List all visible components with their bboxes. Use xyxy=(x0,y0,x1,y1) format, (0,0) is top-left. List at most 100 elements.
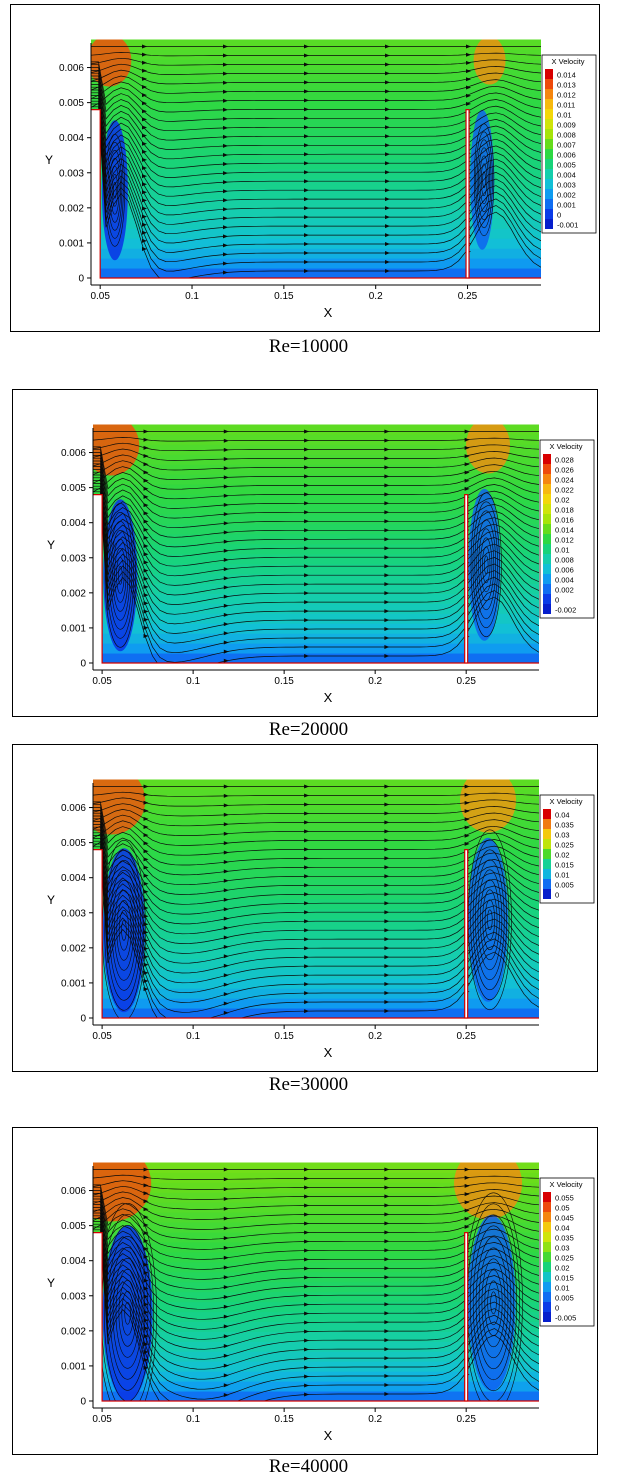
streamline-arrow xyxy=(304,98,309,103)
streamline-arrow xyxy=(304,519,310,524)
streamline-arrow xyxy=(143,1334,149,1339)
streamline-arrow xyxy=(304,465,310,470)
streamline-arrow xyxy=(304,125,309,130)
streamline-arrow xyxy=(384,1221,390,1226)
streamline-arrow xyxy=(143,865,149,870)
legend-swatch xyxy=(545,119,553,129)
streamline-arrow xyxy=(143,808,149,813)
streamline-arrow xyxy=(464,1208,470,1213)
streamline-arrow xyxy=(223,1383,229,1388)
streamline-arrow xyxy=(385,206,390,211)
vortex-ring xyxy=(118,566,123,585)
streamline-arrow xyxy=(304,982,310,987)
legend-swatch xyxy=(543,879,551,889)
streamline-arrow xyxy=(143,1199,149,1204)
legend-swatch xyxy=(545,79,553,89)
streamline-arrow xyxy=(223,594,229,599)
streamline-arrow xyxy=(143,454,149,458)
streamline-arrow xyxy=(384,519,390,524)
streamline-arrow xyxy=(304,233,309,238)
streamline-arrow xyxy=(384,1167,390,1172)
legend-swatch xyxy=(543,889,551,899)
legend-swatch xyxy=(543,594,551,604)
legend-label: 0 xyxy=(557,211,561,220)
streamline-arrow xyxy=(143,1286,149,1291)
streamline-arrow xyxy=(304,1176,310,1181)
plot-panel-1: 0.05 0.1 0.15 0.2 0.25 0 0.001 0.002 0.003 0.004 0… xyxy=(10,4,600,332)
vortex-ring xyxy=(110,530,131,621)
streamline-arrow xyxy=(304,206,309,211)
legend-label: 0.004 xyxy=(555,576,574,585)
vortex-ring xyxy=(470,492,502,638)
streamline-arrow xyxy=(464,817,470,822)
streamline-arrow xyxy=(384,802,390,807)
streamline-arrow xyxy=(384,883,390,888)
x-tick-label: 0.1 xyxy=(186,1414,200,1425)
streamline-arrow xyxy=(304,1311,310,1316)
field-band xyxy=(91,168,541,180)
streamline-arrow xyxy=(143,601,149,606)
streamline-arrow xyxy=(466,69,471,74)
streamline-arrow xyxy=(223,189,228,194)
streamline-arrow xyxy=(385,251,390,255)
streamline-arrow xyxy=(304,80,309,85)
legend-label: 0.01 xyxy=(555,1284,570,1293)
streamline-arrow xyxy=(385,215,390,220)
vortex-ring xyxy=(104,134,125,247)
legend-label: 0.004 xyxy=(557,171,576,180)
streamline-arrow xyxy=(304,251,309,255)
legend: X Velocity0.0280.0260.0240.0220.020.0180… xyxy=(539,439,595,619)
streamline-arrow xyxy=(304,591,310,596)
legend-label: 0.015 xyxy=(555,861,574,870)
streamline-arrow xyxy=(304,829,310,834)
streamline-arrow xyxy=(384,1392,390,1396)
streamline-arrow xyxy=(304,1203,310,1208)
y-axis-label: Y xyxy=(45,153,53,167)
streamline-arrow xyxy=(223,1236,229,1241)
legend-swatch xyxy=(543,1212,551,1222)
streamline-arrow xyxy=(223,907,229,912)
high-velocity-region xyxy=(454,1162,523,1220)
streamline-arrow xyxy=(223,243,228,248)
vortex-ring xyxy=(113,182,117,199)
streamline-arrow xyxy=(304,269,309,273)
x-tick-label: 0.15 xyxy=(274,1031,294,1042)
legend-swatch xyxy=(545,169,553,179)
field-band xyxy=(93,978,539,989)
legend-swatch xyxy=(543,1222,551,1232)
streamline-arrow xyxy=(143,816,149,821)
streamline-arrow xyxy=(304,438,310,443)
streamline-arrow xyxy=(385,197,390,202)
streamline-arrow xyxy=(223,612,229,617)
streamline-arrow xyxy=(304,1000,310,1005)
legend-swatch xyxy=(545,69,553,79)
field-band xyxy=(93,918,539,930)
legend-label: 0.022 xyxy=(555,486,574,495)
legend-swatch xyxy=(543,859,551,869)
legend-label: 0.009 xyxy=(557,121,576,130)
streamline-arrow xyxy=(143,1357,149,1362)
field-band xyxy=(93,998,539,1009)
legend-swatch xyxy=(545,109,553,119)
legend-swatch xyxy=(543,574,551,584)
legend-label: 0.045 xyxy=(555,1214,574,1223)
vortex-ring xyxy=(478,1247,509,1359)
field-band xyxy=(93,868,539,880)
y-tick-label: 0.004 xyxy=(61,1256,86,1267)
streamline-arrow xyxy=(143,1167,149,1172)
streamline-arrow xyxy=(223,1324,229,1329)
legend-label: 0.005 xyxy=(555,881,574,890)
streamline-arrow xyxy=(223,502,229,507)
streamline-arrow xyxy=(304,188,309,193)
streamline-arrow xyxy=(223,1196,229,1201)
legend-swatch xyxy=(543,1282,551,1292)
streamline-arrow xyxy=(304,919,310,924)
streamline-arrow xyxy=(143,519,149,524)
streamline-arrow xyxy=(304,62,309,67)
vortex-ring xyxy=(114,890,134,971)
streamline-arrow xyxy=(142,60,147,65)
streamline-arrow xyxy=(143,792,149,797)
streamline-arrow xyxy=(143,535,149,540)
streamline-arrow xyxy=(385,269,390,273)
vortex-ring xyxy=(118,1280,137,1347)
